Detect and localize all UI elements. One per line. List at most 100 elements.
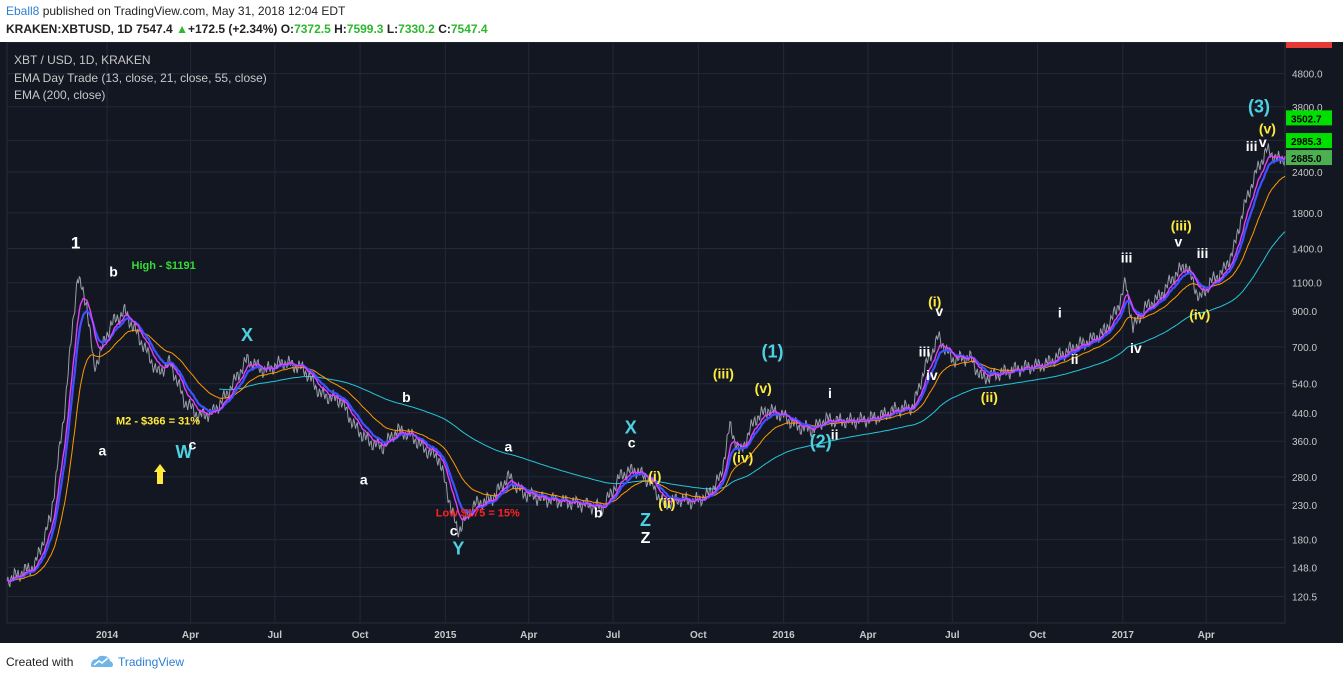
wave-label: b (594, 505, 603, 521)
wave-label: High - $1191 (132, 260, 196, 272)
legend-ema-day-trade: EMA Day Trade (13, close, 21, close, 55,… (14, 71, 267, 85)
wave-label: Z (640, 510, 651, 530)
price-line (6, 143, 1286, 588)
y-tick-label: 148.0 (1292, 563, 1317, 574)
wave-label: M2 - $366 = 31% (116, 416, 200, 428)
up-arrow-icon: ▲ (176, 22, 188, 36)
y-tick-label: 540.0 (1292, 380, 1317, 391)
ema55-path (6, 175, 1286, 582)
ema13-line (6, 155, 1286, 583)
open-value: 7372.5 (294, 22, 331, 36)
x-tick-label: Jul (268, 630, 283, 641)
low-value: 7330.2 (398, 22, 435, 36)
wave-label: c (628, 434, 636, 450)
last-price: 7547.4 (136, 22, 173, 36)
legend-symbol: XBT / USD, 1D, KRAKEN (14, 53, 150, 67)
wave-label: (v) (1259, 120, 1276, 136)
wave-label: (iv) (1189, 306, 1210, 322)
symbol-label: KRAKEN:XBTUSD, 1D (6, 22, 133, 36)
y-tick-label: 3800.0 (1292, 103, 1323, 114)
wave-label: (2) (810, 431, 832, 451)
wave-label: v (1175, 233, 1183, 249)
wave-label: v (935, 303, 943, 319)
quote-line: KRAKEN:XBTUSD, 1D 7547.4 ▲+172.5 (+2.34%… (6, 22, 488, 36)
wave-label: iii (919, 343, 931, 359)
wave-label: i (828, 385, 832, 401)
ema200-path (219, 231, 1286, 490)
wave-label: (iv) (732, 449, 753, 465)
ema55-line (6, 175, 1286, 582)
close-value: 7547.4 (450, 22, 488, 36)
x-tick-label: Apr (520, 630, 537, 641)
tradingview-logo-icon (91, 655, 113, 667)
x-tick-label: Apr (182, 630, 199, 641)
wave-label: a (99, 443, 107, 459)
y-tick-label: 230.0 (1292, 501, 1317, 512)
wave-label: a (504, 438, 512, 454)
wave-label: b (402, 389, 411, 405)
x-tick-label: Apr (1198, 630, 1215, 641)
wave-label: (iii) (713, 366, 734, 382)
y-tick-label: 180.0 (1292, 536, 1317, 547)
ema13-path (6, 155, 1286, 583)
author-link[interactable]: Eball8 (6, 4, 40, 18)
y-tick-label: 1400.0 (1292, 245, 1323, 256)
wave-label: X (241, 325, 253, 345)
price-chart[interactable]: 120.5 148.0 180.0 230.0 280.0 360.0 440.0 540.0… (0, 42, 1343, 643)
wave-label: iii (1197, 245, 1209, 261)
price-path (6, 143, 1286, 588)
ema200-line (219, 231, 1286, 490)
price-badge-label: 2685.0 (1291, 154, 1322, 165)
price-badge (1286, 110, 1332, 126)
wave-label: v (1259, 134, 1267, 150)
y-tick-label: 4800.0 (1292, 70, 1323, 81)
wave-label: a (360, 472, 368, 488)
x-tick-label: Jul (945, 630, 960, 641)
wave-label: iii (1121, 249, 1133, 265)
plot-area (6, 42, 1286, 624)
x-tick-label: 2014 (96, 630, 119, 641)
wave-label: (3) (1248, 97, 1270, 117)
chart-header: Eball8 published on TradingView.com, May… (0, 0, 1343, 42)
price-badge-top (1286, 42, 1332, 48)
wave-label: (ii) (981, 389, 998, 405)
wave-label: (i) (928, 294, 941, 310)
time-axis[interactable]: 2014 Apr Jul Oct 2015 Apr Jul Oct 2016 Apr Jul Oct 2… (96, 630, 1215, 641)
legend: XBT / USD, 1D, KRAKEN EMA Day Trade (13,… (14, 53, 267, 102)
wave-label: 1 (71, 234, 80, 253)
wave-label: c (450, 523, 458, 539)
wave-label: c (188, 436, 196, 452)
wave-label: W (176, 442, 193, 462)
wave-label: ii (831, 426, 839, 442)
wave-label: iv (1130, 340, 1142, 356)
x-tick-label: Oct (352, 630, 369, 641)
wave-label: Low $175 = 15% (436, 507, 520, 519)
wave-label: X (625, 418, 637, 438)
created-with-text: Created with (6, 655, 74, 669)
tradingview-link[interactable]: TradingView (118, 655, 185, 669)
low-label: L: (386, 22, 399, 36)
y-tick-label: 900.0 (1292, 307, 1317, 318)
yellow-arrow-icon (154, 464, 166, 484)
y-tick-label: 1100.0 (1292, 279, 1322, 290)
wave-label: ii (1071, 351, 1079, 367)
y-tick-label: 280.0 (1292, 473, 1317, 484)
x-tick-label: 2016 (772, 630, 795, 641)
published-text: published on TradingView.com, May 31, 20… (39, 4, 346, 18)
wave-label: (1) (762, 341, 784, 361)
wave-label: iv (926, 367, 938, 383)
price-badges: 3502.7 2985.3 2685.0 (1286, 42, 1332, 166)
y-tick-label: 120.5 (1292, 593, 1317, 604)
wave-label: (i) (648, 468, 661, 484)
high-label: H: (334, 22, 347, 36)
x-tick-label: Jul (606, 630, 621, 641)
wave-label: (ii) (658, 495, 675, 511)
x-tick-label: 2015 (434, 630, 457, 641)
y-tick-label: 360.0 (1292, 437, 1317, 448)
y-tick-label: 1800.0 (1292, 209, 1323, 220)
publish-line: Eball8 published on TradingView.com, May… (6, 4, 345, 18)
high-value: 7599.3 (346, 22, 384, 36)
legend-ema200: EMA (200, close) (14, 88, 105, 102)
y-tick-label: 440.0 (1292, 409, 1317, 420)
